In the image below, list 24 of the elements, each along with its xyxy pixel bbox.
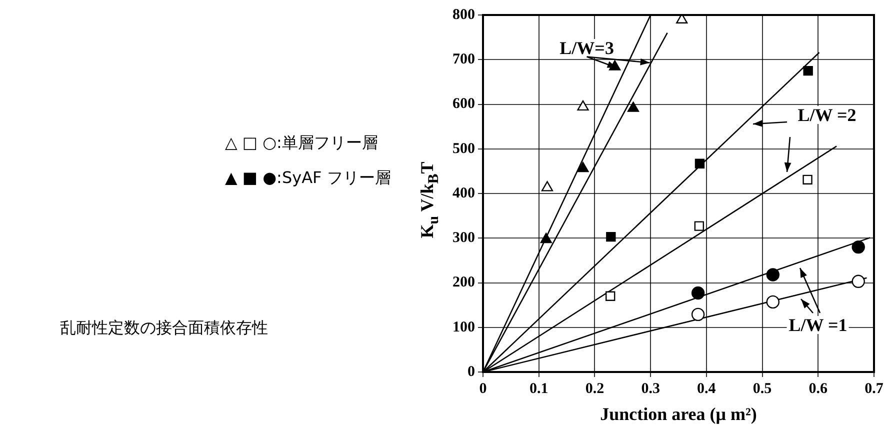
- annotation: L/W =2: [796, 105, 858, 125]
- y-tick-label: 300: [452, 230, 475, 246]
- y-tick-label: 200: [452, 274, 475, 291]
- y-tick-label: 800: [452, 6, 475, 23]
- text: 乱耐性定数の接合面積依存性: [60, 318, 268, 339]
- y-tick-label: 0: [468, 364, 475, 380]
- x-tick-label: 0.2: [585, 380, 604, 397]
- annotation: L/W =1: [786, 315, 850, 335]
- x-tick-label: 0.6: [808, 380, 828, 397]
- y-tick-label: 600: [452, 96, 475, 112]
- y-tick-label: 700: [452, 52, 475, 68]
- x-tick-label: 0.4: [697, 380, 716, 397]
- y-tick-label: 100: [452, 319, 475, 336]
- x-tick-label: 0.3: [641, 380, 660, 397]
- x-tick-label: 0.1: [529, 380, 548, 397]
- x-tick-label: 0.5: [752, 380, 772, 397]
- text: △ □ ○:単層フリー層: [225, 133, 378, 154]
- x-tick-label: 0: [479, 380, 487, 397]
- x-tick-label: 0.7: [864, 380, 884, 397]
- y-tick-label: 400: [452, 185, 475, 202]
- x-axis-title: Junction area (μ m²): [600, 404, 757, 424]
- y-tick-label: 500: [452, 140, 475, 157]
- text: ▲ ■ ●:SyAF フリー層: [225, 168, 391, 189]
- annotation: L/W=3: [558, 38, 616, 58]
